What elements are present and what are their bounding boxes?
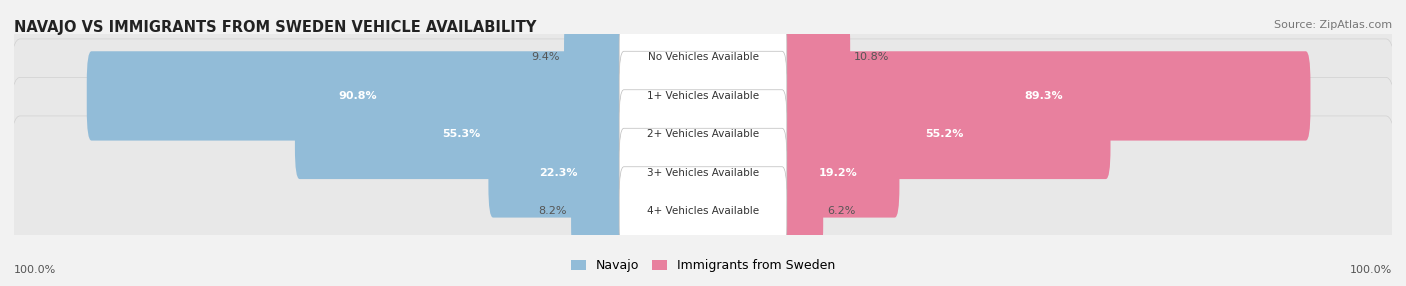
Text: 100.0%: 100.0% [14,265,56,275]
FancyBboxPatch shape [295,90,628,179]
Text: 55.2%: 55.2% [925,130,963,139]
FancyBboxPatch shape [619,51,787,141]
FancyBboxPatch shape [778,90,1111,179]
Text: 3+ Vehicles Available: 3+ Vehicles Available [647,168,759,178]
Text: 1+ Vehicles Available: 1+ Vehicles Available [647,91,759,101]
Legend: Navajo, Immigrants from Sweden: Navajo, Immigrants from Sweden [571,259,835,272]
FancyBboxPatch shape [619,90,787,179]
Text: 2+ Vehicles Available: 2+ Vehicles Available [647,130,759,139]
Text: 22.3%: 22.3% [540,168,578,178]
FancyBboxPatch shape [778,167,823,256]
Text: Source: ZipAtlas.com: Source: ZipAtlas.com [1274,20,1392,30]
Text: 100.0%: 100.0% [1350,265,1392,275]
FancyBboxPatch shape [8,39,1398,230]
FancyBboxPatch shape [619,128,787,218]
Text: 89.3%: 89.3% [1025,91,1063,101]
FancyBboxPatch shape [8,78,1398,268]
FancyBboxPatch shape [619,13,787,102]
FancyBboxPatch shape [87,51,628,141]
Text: 19.2%: 19.2% [820,168,858,178]
Text: 4+ Vehicles Available: 4+ Vehicles Available [647,206,759,217]
FancyBboxPatch shape [564,13,628,102]
FancyBboxPatch shape [8,116,1398,286]
Text: 8.2%: 8.2% [538,206,567,217]
Text: 90.8%: 90.8% [339,91,377,101]
FancyBboxPatch shape [571,167,628,256]
FancyBboxPatch shape [8,0,1398,153]
FancyBboxPatch shape [778,51,1310,141]
FancyBboxPatch shape [778,13,851,102]
Text: No Vehicles Available: No Vehicles Available [648,52,758,62]
Text: 9.4%: 9.4% [531,52,560,62]
FancyBboxPatch shape [488,128,628,218]
FancyBboxPatch shape [778,128,900,218]
Text: NAVAJO VS IMMIGRANTS FROM SWEDEN VEHICLE AVAILABILITY: NAVAJO VS IMMIGRANTS FROM SWEDEN VEHICLE… [14,20,537,35]
Text: 10.8%: 10.8% [855,52,890,62]
FancyBboxPatch shape [619,167,787,256]
Text: 55.3%: 55.3% [443,130,481,139]
Text: 6.2%: 6.2% [827,206,856,217]
FancyBboxPatch shape [8,1,1398,191]
